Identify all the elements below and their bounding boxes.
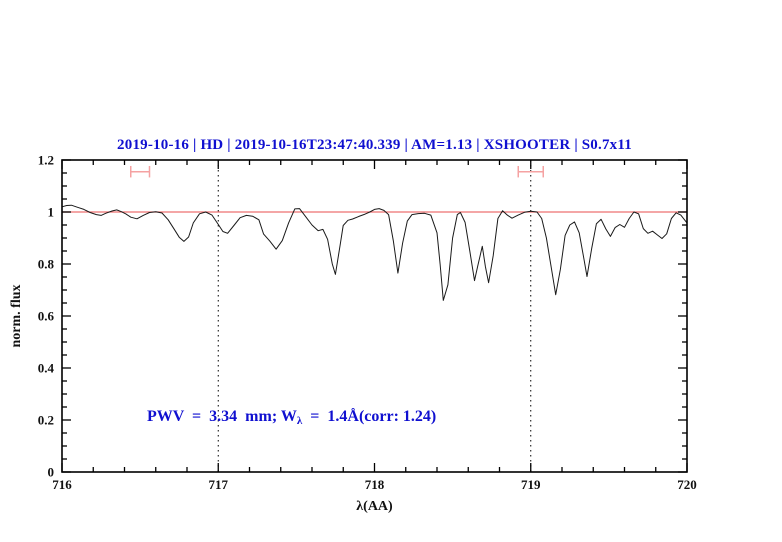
x-tick-label: 720 <box>677 477 697 492</box>
plot-title: 2019-10-16 | HD | 2019-10-16T23:47:40.33… <box>117 137 632 153</box>
spectrum-line <box>61 204 688 301</box>
x-axis-label: λ(AA) <box>356 499 393 514</box>
x-tick-label: 719 <box>521 477 541 492</box>
pwv-annotation: PWV = 3.34 mm; Wλ = 1.4Å(corr: 1.24) <box>147 408 437 427</box>
y-tick-label: 0 <box>48 465 55 480</box>
x-tick-label: 717 <box>209 477 229 492</box>
pwv-annotation-text-2: = 1.4Å(corr: 1.24) <box>302 408 437 425</box>
x-tick-label: 718 <box>365 477 385 492</box>
y-tick-label: 0.4 <box>38 361 55 376</box>
y-tick-label: 0.8 <box>38 257 55 272</box>
y-tick-label: 1.2 <box>38 153 54 168</box>
pwv-annotation-text: PWV = 3.34 mm; W <box>147 408 297 425</box>
y-axis-label: norm. flux <box>9 284 24 348</box>
y-tick-label: 1 <box>48 205 55 220</box>
y-tick-label: 0.6 <box>38 309 55 324</box>
pwv-lambda-subscript: λ <box>296 415 303 427</box>
y-tick-label: 0.2 <box>38 413 54 428</box>
x-tick-label: 716 <box>52 477 72 492</box>
